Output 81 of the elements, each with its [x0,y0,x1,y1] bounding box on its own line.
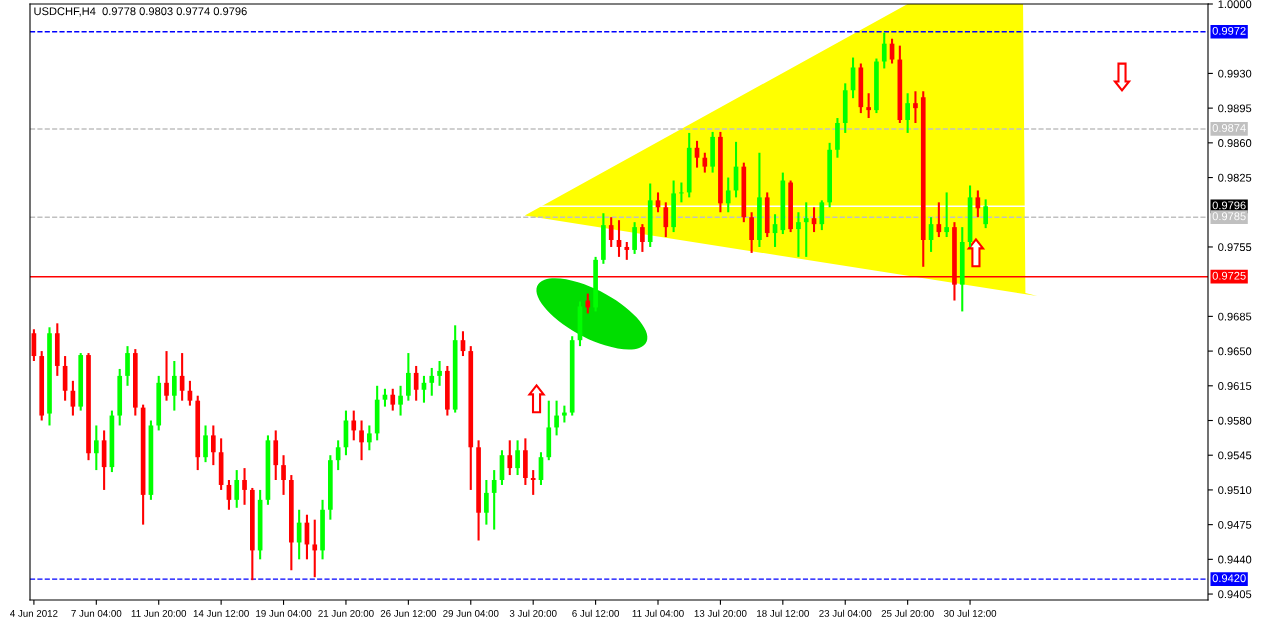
candlestick [390,387,396,412]
y-tick-label: 0.9475 [1218,520,1252,529]
candlestick [819,199,825,232]
x-tick-label: 11 Jun 20:00 [131,609,187,617]
candlestick [171,359,177,412]
y-tick-label: 0.9405 [1218,590,1252,599]
candlestick [913,90,918,125]
candlestick [796,211,801,258]
y-tick-label: 0.9580 [1218,416,1252,425]
x-tick-label: 21 Jun 20:00 [318,609,374,617]
candlestick [749,211,754,254]
y-tick-label: 0.9510 [1218,486,1252,495]
y-tick-label: 0.9440 [1218,555,1252,564]
candlestick [359,419,364,462]
x-tick-label: 18 Jul 12:00 [757,609,809,617]
y-tick-label: 0.9825 [1218,173,1252,182]
x-tick-label: 14 Jun 12:00 [193,609,249,617]
candlestick [234,469,240,509]
y-tick-label: 0.9755 [1218,243,1252,252]
x-tick-label: 25 Jul 20:00 [881,609,934,617]
candlestick [725,176,731,214]
x-tick-label: 13 Jul 20:00 [694,609,747,617]
candlestick [554,399,559,437]
candlestick [663,201,669,239]
candlestick [437,359,442,387]
candlestick [491,469,497,531]
candlestick [398,384,403,417]
candlestick [507,439,513,477]
candlestick [312,518,318,579]
x-tick-label: 19 Jun 04:00 [256,609,312,617]
x-tick-label: 4 Jun 2012 [10,609,58,617]
candlestick [367,424,372,452]
y-tick-label: 0.9895 [1218,104,1252,113]
candlestick [585,292,591,315]
x-tick-label: 30 Jul 12:00 [943,609,997,617]
y-tick-label: 0.9930 [1218,69,1252,78]
candlestick [406,352,411,402]
x-tick-label: 29 Jun 04:00 [443,609,499,617]
candlestick [125,345,130,387]
candlestick [640,223,645,253]
ref-line-label: 0.9972 [1212,26,1246,35]
x-tick-label: 26 Jun 12:00 [380,609,437,617]
candlestick [281,454,286,496]
y-tick-label: 0.9860 [1218,139,1252,147]
x-tick-label: 6 Jul 12:00 [572,609,619,617]
ref-line-label: 0.9725 [1212,271,1246,280]
chart-title: USDCHF,H4 0.9778 0.9803 0.9774 0.9796 [34,7,247,17]
y-tick-label: 0.9545 [1218,451,1252,460]
candlestick [944,191,949,239]
candlestick [164,350,169,402]
candlestick [515,439,520,477]
candlestick [203,424,208,464]
candlestick [242,467,247,506]
x-tick-label: 23 Jul 04:00 [819,609,872,617]
x-tick-label: 11 Jul 04:00 [632,609,684,617]
ref-line-label: 0.9796 [1212,201,1246,210]
candlestick [413,364,419,402]
candlestick [679,181,684,204]
y-tick-label: 1.0000 [1218,0,1252,9]
candlestick [702,151,708,174]
candlestick [881,31,887,70]
x-tick-label: 7 Jun 04:00 [71,609,122,617]
candlestick [210,424,216,467]
ref-line-label: 0.9874 [1212,124,1246,132]
ref-line-label: 0.9420 [1212,574,1246,583]
candlestick [905,92,910,134]
candlestick [530,469,536,496]
y-tick-label: 0.9615 [1218,382,1252,390]
candlestick [983,198,988,230]
candlestick [93,424,99,472]
candlestick [632,221,637,255]
candlestick [484,478,489,526]
candlestick [429,366,435,397]
candlestick [351,409,357,442]
candlestick [608,216,614,248]
y-tick-label: 0.9650 [1218,347,1252,356]
x-tick-label: 3 Jul 20:00 [509,609,557,617]
candlestick [866,92,871,120]
ref-line-label: 0.9785 [1212,212,1246,221]
y-tick-label: 0.9685 [1218,312,1252,321]
candlestick [803,201,809,258]
